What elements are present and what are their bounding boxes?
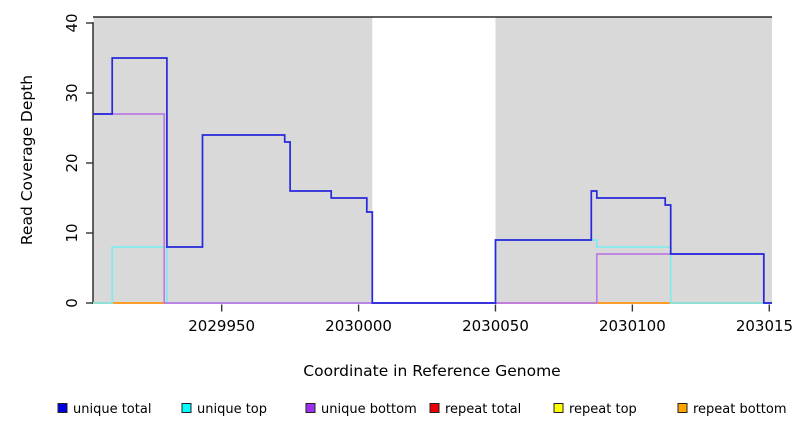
legend-label: repeat total <box>445 402 521 417</box>
legend-swatch-unique-total <box>57 403 68 413</box>
legend-swatch-repeat-total <box>429 403 440 413</box>
legend-item-repeat-bottom: repeat bottom <box>677 402 787 417</box>
x-tick-label: 2030000 <box>325 317 392 335</box>
y-tick-label: 10 <box>63 223 81 242</box>
x-tick-label: 2030100 <box>599 317 666 335</box>
legend-item-unique-total: unique total <box>57 402 151 417</box>
x-tick-label: 2030150 <box>736 317 792 335</box>
y-tick-label: 20 <box>63 153 81 172</box>
legend-item-repeat-top: repeat top <box>553 402 637 417</box>
legend-item-unique-top: unique top <box>181 402 267 417</box>
series-layer <box>93 57 772 304</box>
shaded-region <box>93 17 373 304</box>
y-tick-label: 0 <box>63 298 81 308</box>
legend-swatch-repeat-top <box>553 403 564 413</box>
legend-swatch-repeat-bottom <box>677 403 688 413</box>
legend-item-unique-bottom: unique bottom <box>305 402 417 417</box>
y-axis-title: Read Coverage Depth <box>18 75 36 245</box>
axis-layer: 0 10 20 30 40 2029950 2030000 2030050 2030100 203… <box>63 13 792 335</box>
legend-swatch-unique-bottom <box>305 403 316 413</box>
legend-label: unique bottom <box>321 402 417 417</box>
y-tick-label: 30 <box>63 83 81 102</box>
legend-label: repeat bottom <box>693 402 787 417</box>
legend-label: unique top <box>197 402 267 417</box>
legend-swatch-unique-top <box>181 403 192 413</box>
x-tick-label: 2029950 <box>188 317 255 335</box>
y-tick-label: 40 <box>63 13 81 32</box>
series-line-unique-total <box>93 57 772 304</box>
legend-item-repeat-total: repeat total <box>429 402 521 417</box>
x-tick-label: 2030050 <box>462 317 529 335</box>
legend-label: unique total <box>73 402 151 417</box>
x-axis-title: Coordinate in Reference Genome <box>303 362 560 380</box>
shaded-regions-layer <box>93 17 772 304</box>
legend: unique total unique top unique bottom repea… <box>57 402 787 417</box>
legend-label: repeat top <box>569 402 637 417</box>
shaded-region <box>495 17 772 304</box>
